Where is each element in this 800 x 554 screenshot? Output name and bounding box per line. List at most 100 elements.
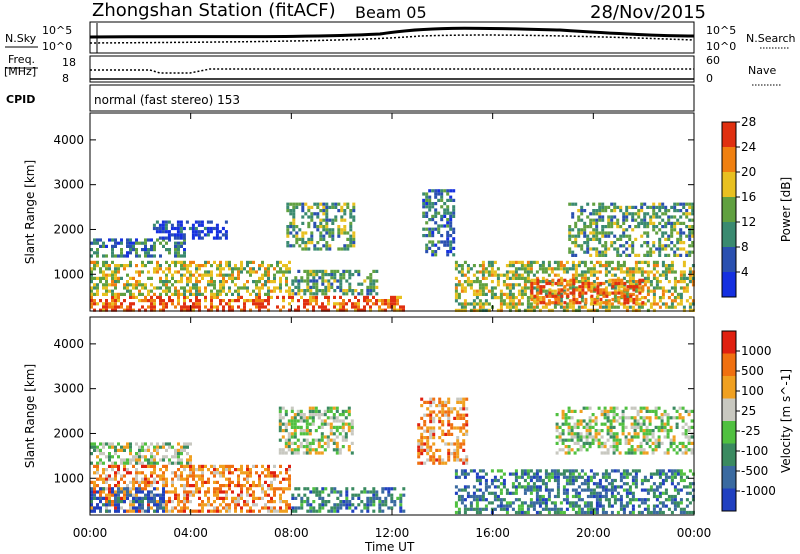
echo-cell <box>322 209 326 213</box>
echo-cell <box>171 445 174 449</box>
echo-cell <box>660 416 664 420</box>
echo-cell <box>570 448 574 452</box>
echo-cell <box>315 273 319 277</box>
echo-cell <box>499 305 503 309</box>
echo-cell <box>141 270 144 274</box>
echo-cell <box>186 506 189 510</box>
echo-cell <box>616 498 620 502</box>
echo-cell <box>588 445 592 449</box>
echo-cell <box>607 260 611 264</box>
echo-cell <box>541 267 545 271</box>
echo-cell <box>246 503 249 507</box>
echo-cell <box>215 236 219 240</box>
echo-cell <box>171 273 174 277</box>
echo-cell <box>336 496 340 500</box>
echo-cell <box>583 504 587 508</box>
echo-cell <box>567 432 571 436</box>
echo-cell <box>604 475 608 479</box>
echo-cell <box>342 269 346 273</box>
echo-cell <box>557 281 561 286</box>
echo-cell <box>342 302 345 306</box>
echo-cell <box>150 500 153 504</box>
echo-cell <box>627 451 631 455</box>
echo-cell <box>246 509 249 513</box>
echo-cell <box>132 477 135 481</box>
echo-cell <box>595 491 599 495</box>
echo-cell <box>457 264 461 268</box>
echo-cell <box>691 270 695 274</box>
echo-cell <box>182 233 186 237</box>
echo-cell <box>267 295 270 299</box>
echo-cell <box>333 503 337 507</box>
echo-cell <box>321 308 324 312</box>
echo-cell <box>93 260 96 264</box>
echo-cell <box>312 305 315 309</box>
echo-cell <box>514 488 518 492</box>
echo-cell <box>246 474 249 478</box>
echo-cell <box>296 445 300 449</box>
echo-cell <box>691 218 695 222</box>
echo-cell <box>352 231 356 235</box>
echo-cell <box>452 198 456 202</box>
echo-cell <box>279 506 282 510</box>
echo-cell <box>347 448 351 452</box>
echo-cell <box>517 308 521 312</box>
echo-cell <box>526 504 530 508</box>
echo-cell <box>634 498 638 502</box>
echo-cell <box>597 441 601 445</box>
echo-cell <box>186 461 189 465</box>
echo-cell <box>320 445 324 449</box>
echo-cell <box>475 475 479 479</box>
echo-cell <box>618 438 622 442</box>
echo-cell <box>562 491 566 495</box>
echo-cell <box>168 509 171 513</box>
echo-cell <box>285 280 288 284</box>
echo-cell <box>661 302 665 306</box>
echo-cell <box>640 501 644 505</box>
echo-cell <box>655 498 659 502</box>
echo-cell <box>372 509 376 513</box>
echo-cell <box>539 285 543 289</box>
echo-cell <box>642 438 646 442</box>
echo-cell <box>171 292 174 296</box>
echo-cell <box>219 484 222 488</box>
echo-cell <box>595 498 599 502</box>
echo-cell <box>332 432 336 436</box>
echo-cell <box>171 477 174 481</box>
echo-cell <box>643 488 647 492</box>
echo-cell <box>589 247 593 251</box>
echo-cell <box>682 289 686 293</box>
echo-cell <box>308 406 312 410</box>
echo-cell <box>648 409 652 413</box>
echo-cell <box>198 477 201 481</box>
echo-cell <box>559 292 563 296</box>
echo-cell <box>240 464 243 468</box>
echo-cell <box>286 225 290 229</box>
echo-cell <box>530 294 534 298</box>
echo-cell <box>526 296 530 300</box>
echo-cell <box>574 244 578 248</box>
echo-cell <box>478 488 482 492</box>
echo-cell <box>472 302 476 306</box>
echo-cell <box>174 248 177 252</box>
echo-cell <box>252 299 255 303</box>
echo-cell <box>321 496 325 500</box>
echo-cell <box>619 478 623 483</box>
echo-cell <box>234 506 237 510</box>
echo-cell <box>520 286 524 290</box>
echo-cell <box>192 286 195 290</box>
echo-cell <box>499 299 503 303</box>
echo-cell <box>652 205 656 209</box>
echo-cell <box>579 422 583 426</box>
echo-cell <box>332 406 336 410</box>
echo-cell <box>135 452 138 456</box>
echo-cell <box>297 308 300 312</box>
echo-cell <box>345 506 349 510</box>
echo-cell <box>657 406 661 410</box>
echo-cell <box>462 423 466 427</box>
echo-cell <box>135 468 138 472</box>
echo-cell <box>390 302 393 306</box>
echo-cell <box>579 438 583 442</box>
echo-cell <box>532 273 536 277</box>
echo-cell <box>595 221 599 225</box>
